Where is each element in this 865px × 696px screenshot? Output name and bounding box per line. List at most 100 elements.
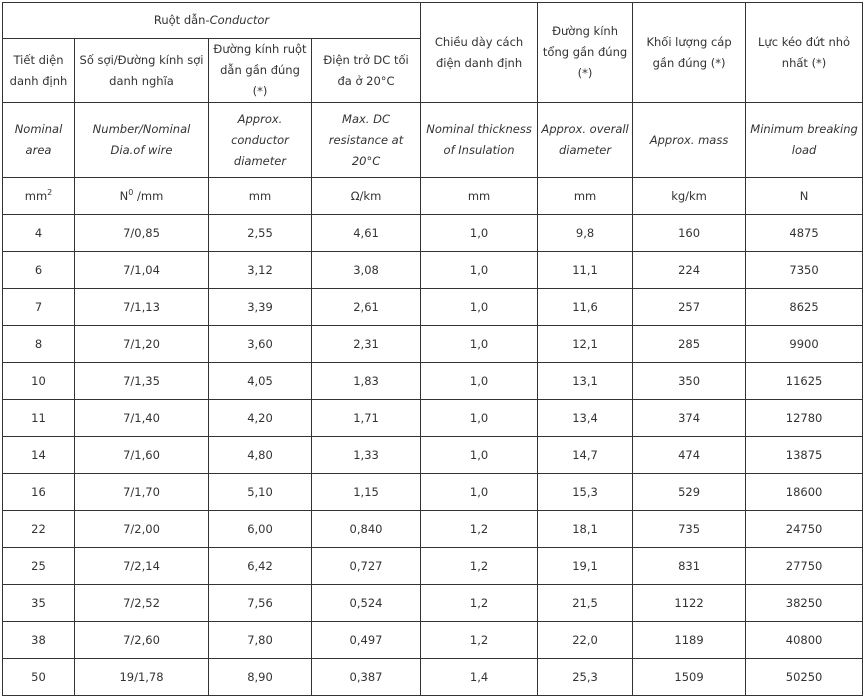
- cell-area: 10: [2, 362, 75, 400]
- cell-overall-diameter: 19,1: [537, 547, 634, 585]
- header-mass-vi: Khối lượng cáp gần đúng (*): [632, 2, 747, 103]
- cell-mass: 529: [632, 473, 747, 511]
- header-area-vi: Tiết diện danh định: [2, 38, 75, 103]
- cell-conductor-diameter: 2,55: [208, 214, 312, 252]
- cell-insulation: 1,2: [420, 621, 539, 659]
- cell-conductor-diameter: 4,20: [208, 399, 312, 437]
- table-row: 35 7/2,52 7,56 0,524 1,2 21,5 1122 38250: [2, 584, 864, 622]
- header-row-group: Ruột dẫn-Conductor Chiều dày cách điện d…: [1, 2, 864, 103]
- cell-overall-diameter: 11,1: [537, 251, 634, 289]
- cell-insulation: 1,0: [420, 473, 539, 511]
- unit-insulation: mm: [420, 177, 539, 215]
- header-wire-vi: Số sợi/Đường kính sợi danh nghĩa: [74, 38, 209, 103]
- cell-breaking-load: 40800: [745, 621, 864, 659]
- header-resistance-en: Max. DC resistance at 20°C: [310, 102, 422, 178]
- cell-resistance: 1,33: [310, 436, 422, 474]
- cell-wire: 7/2,60: [74, 621, 209, 659]
- cell-overall-diameter: 25,3: [537, 658, 634, 696]
- cell-overall-diameter: 13,1: [537, 362, 634, 400]
- cell-mass: 1122: [632, 584, 747, 622]
- cell-area: 25: [2, 547, 75, 585]
- header-wire-en: Number/Nominal Dia.of wire: [74, 102, 209, 178]
- cell-wire: 7/2,14: [74, 547, 209, 585]
- cell-breaking-load: 7350: [745, 251, 864, 289]
- conductor-group-en: Conductor: [209, 13, 270, 27]
- cell-breaking-load: 12780: [745, 399, 864, 437]
- cell-wire: 7/1,70: [74, 473, 209, 511]
- cell-resistance: 1,83: [310, 362, 422, 400]
- table-row: 4 7/0,85 2,55 4,61 1,0 9,8 160 4875: [2, 214, 864, 252]
- cell-wire: 7/1,60: [74, 436, 209, 474]
- cell-overall-diameter: 15,3: [537, 473, 634, 511]
- header-breaking-load-vi: Lực kéo đứt nhỏ nhất (*): [745, 2, 864, 103]
- cell-mass: 1509: [632, 658, 747, 696]
- cell-resistance: 0,497: [310, 621, 422, 659]
- cell-conductor-diameter: 4,05: [208, 362, 312, 400]
- cell-conductor-diameter: 7,56: [208, 584, 312, 622]
- unit-resistance: Ω/km: [310, 177, 422, 215]
- cell-overall-diameter: 22,0: [537, 621, 634, 659]
- unit-conductor-diameter: mm: [208, 177, 312, 215]
- header-row-units: mm2 N0 /mm mm Ω/km mm mm kg/km N: [2, 177, 864, 215]
- header-overall-diameter-vi: Đường kính tổng gần đúng (*): [537, 2, 634, 103]
- cell-conductor-diameter: 3,39: [208, 288, 312, 326]
- table-row: 10 7/1,35 4,05 1,83 1,0 13,1 350 11625: [2, 362, 864, 400]
- cell-resistance: 3,08: [310, 251, 422, 289]
- cell-breaking-load: 13875: [745, 436, 864, 474]
- cell-conductor-diameter: 3,60: [208, 325, 312, 363]
- cell-mass: 374: [632, 399, 747, 437]
- cell-wire: 7/1,40: [74, 399, 209, 437]
- cell-insulation: 1,2: [420, 584, 539, 622]
- cell-area: 22: [2, 510, 75, 548]
- header-mass-en: Approx. mass: [632, 102, 747, 178]
- cell-conductor-diameter: 5,10: [208, 473, 312, 511]
- header-insulation-en: Nominal thickness of Insulation: [420, 102, 539, 178]
- cell-mass: 1189: [632, 621, 747, 659]
- cell-overall-diameter: 9,8: [537, 214, 634, 252]
- cell-mass: 257: [632, 288, 747, 326]
- header-resistance-vi: Điện trở DC tối đa ở 20°C: [310, 38, 422, 103]
- cell-wire: 7/1,13: [74, 288, 209, 326]
- cell-insulation: 1,0: [420, 251, 539, 289]
- cell-resistance: 1,71: [310, 399, 422, 437]
- cell-area: 50: [2, 658, 75, 696]
- cell-resistance: 0,524: [310, 584, 422, 622]
- cell-mass: 160: [632, 214, 747, 252]
- cell-resistance: 0,727: [310, 547, 422, 585]
- cell-mass: 474: [632, 436, 747, 474]
- table-row: 11 7/1,40 4,20 1,71 1,0 13,4 374 12780: [2, 399, 864, 437]
- cell-insulation: 1,2: [420, 510, 539, 548]
- cell-overall-diameter: 12,1: [537, 325, 634, 363]
- cell-wire: 19/1,78: [74, 658, 209, 696]
- cell-mass: 285: [632, 325, 747, 363]
- cell-mass: 735: [632, 510, 747, 548]
- header-conductor-diameter-vi: Đường kính ruột dẫn gần đúng (*): [208, 38, 312, 103]
- header-row-en: Nominal area Number/Nominal Dia.of wire …: [2, 102, 864, 178]
- cell-wire: 7/0,85: [74, 214, 209, 252]
- cell-resistance: 0,387: [310, 658, 422, 696]
- cell-wire: 7/2,00: [74, 510, 209, 548]
- unit-wire-sup: 0: [128, 187, 134, 197]
- cell-area: 8: [2, 325, 75, 363]
- unit-area-base: mm: [24, 188, 48, 203]
- cell-area: 11: [2, 399, 75, 437]
- cell-area: 14: [2, 436, 75, 474]
- cell-area: 16: [2, 473, 75, 511]
- table-row: 14 7/1,60 4,80 1,33 1,0 14,7 474 13875: [2, 436, 864, 474]
- header-breaking-load-en: Minimum breaking load: [745, 102, 864, 178]
- unit-mass: kg/km: [632, 177, 747, 215]
- cell-overall-diameter: 21,5: [537, 584, 634, 622]
- cell-overall-diameter: 18,1: [537, 510, 634, 548]
- cell-area: 6: [2, 251, 75, 289]
- cell-insulation: 1,2: [420, 547, 539, 585]
- cell-conductor-diameter: 7,80: [208, 621, 312, 659]
- header-insulation-vi: Chiều dày cách điện danh định: [420, 2, 539, 103]
- cell-mass: 350: [632, 362, 747, 400]
- cell-overall-diameter: 13,4: [537, 399, 634, 437]
- unit-area-sup: 2: [47, 187, 53, 197]
- unit-wire-tail: /mm: [133, 188, 164, 203]
- cell-insulation: 1,0: [420, 362, 539, 400]
- table-row: 8 7/1,20 3,60 2,31 1,0 12,1 285 9900: [2, 325, 864, 363]
- cell-conductor-diameter: 6,42: [208, 547, 312, 585]
